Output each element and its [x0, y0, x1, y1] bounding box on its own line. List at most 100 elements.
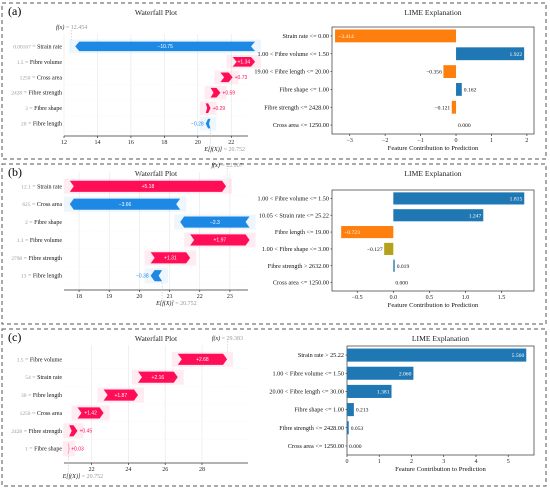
lime-value-label: 0.213	[356, 408, 369, 414]
x-tick-label: 19	[106, 294, 112, 300]
lime-bar	[335, 29, 457, 43]
equals-sign: =	[23, 357, 29, 363]
feature-value: 54	[25, 375, 31, 381]
lime-plot: LIME Explanation −3.414 Strain rate <= 0.0…	[254, 8, 535, 152]
lime-frame	[331, 26, 535, 135]
fx-symbol: f(x)	[212, 335, 220, 342]
equals-sign: =	[28, 106, 34, 112]
lime-bar	[347, 384, 392, 398]
feature-name: Fibre length	[33, 274, 62, 280]
feature-value: 13	[21, 274, 27, 280]
x-tick-label: 28	[199, 467, 205, 473]
lime-bar	[393, 192, 525, 205]
lime-plot: LIME Explanation 1.815 1.00 < Fibre volume…	[258, 169, 535, 309]
feature-name: Strain rate	[37, 184, 62, 190]
feature-value: 2428	[11, 91, 22, 97]
lime-title: LIME Explanation	[412, 334, 469, 343]
x-tick-label: 14	[94, 140, 100, 146]
feature-value: 1.5	[17, 60, 24, 66]
panel-border	[1, 163, 547, 325]
lime-value-label: 0.019	[397, 264, 410, 270]
feature-value: 30	[21, 393, 27, 399]
x-tick-label: −1	[417, 138, 423, 144]
waterfall-bar	[103, 389, 139, 401]
lime-xlabel: Feature Contribution to Prediction	[395, 466, 486, 473]
waterfall-bar	[232, 57, 256, 67]
waterfall-plot: Waterfall Plot f(x) = 12.454 −10.75 0.00167…	[11, 8, 262, 153]
efx-label: E[f(X)] = 20.752	[62, 473, 104, 480]
lime-value-label: 1.922	[510, 52, 523, 58]
x-tick-label: −3	[347, 138, 353, 144]
x-tick-label: 16	[128, 140, 134, 146]
bar-value-label: +1.42	[84, 411, 97, 417]
waterfall-bar	[190, 234, 250, 246]
feature-value: 625	[22, 202, 30, 208]
fx-label: f(x) = 12.454	[56, 24, 87, 31]
lime-category-label: Cross area <= 1250.00	[288, 443, 344, 450]
panel-border	[1, 328, 547, 487]
bar-value-label: −3.66	[119, 202, 132, 208]
lime-value-label: −3.414	[338, 34, 354, 40]
equals-sign: =	[22, 91, 28, 97]
efx-value: = 20.752	[80, 474, 103, 480]
fx-symbol: f(x)	[56, 24, 64, 31]
bar-value-label: +0.59	[222, 91, 235, 97]
lime-bar	[393, 259, 395, 272]
feature-label: 30 = Fibre length	[21, 393, 62, 399]
equals-sign: =	[26, 274, 32, 280]
fx-value: = 12.454	[64, 25, 87, 31]
feature-name: Fibre strength	[29, 256, 63, 262]
x-tick-label: −0.5	[352, 295, 363, 301]
waterfall-bar	[69, 180, 227, 192]
lime-frame	[331, 189, 535, 292]
bar-value-label: +1.31	[164, 256, 177, 262]
feature-label: 54 = Strain rate	[25, 375, 62, 381]
lime-value-label: 2.060	[399, 371, 412, 377]
waterfall-bar	[150, 270, 163, 282]
feature-label: 1.5 = Fibre volume	[17, 60, 63, 66]
feature-value: 2428	[11, 429, 22, 435]
x-tick-label: 1.0	[462, 295, 470, 301]
x-tick-label: 18	[161, 140, 167, 146]
waterfall-bar	[138, 371, 178, 383]
lime-bar	[341, 226, 394, 239]
feature-value: 20	[21, 122, 27, 128]
lime-category-label: Fibre shape <= 1.00	[279, 86, 329, 93]
waterfall-plot: Waterfall Plot f(x) = 29.383 +2.68 1.5 = Fi…	[11, 334, 248, 480]
lime-bar	[456, 47, 525, 61]
feature-name: Fibre length	[33, 122, 62, 128]
feature-label: 3 = Fibre shape	[25, 106, 62, 112]
panel-label: (a)	[8, 4, 21, 18]
equals-sign: =	[26, 393, 32, 399]
feature-label: 1250 = Cross area	[20, 411, 63, 417]
waterfall-bar	[75, 41, 256, 52]
x-tick-label: 0.0	[390, 295, 398, 301]
x-tick-label: 23	[227, 294, 233, 300]
waterfall-bar	[68, 443, 70, 455]
x-tick-label: 1	[490, 138, 493, 144]
feature-label: 2428 = Fibre strength	[11, 91, 62, 97]
efx-symbol: E[f(X)]	[203, 146, 222, 153]
lime-category-label: Fibre strength <= 2428.00	[279, 425, 344, 432]
lime-category-label: Fibre strength > 2632.00	[268, 263, 329, 270]
lime-bar	[451, 100, 457, 114]
x-tick-label: 3	[442, 459, 445, 465]
x-tick-label: 5	[507, 459, 510, 465]
bar-value-label: +1.97	[214, 238, 227, 244]
feature-name: Fibre strength	[29, 91, 63, 97]
feature-label: 625 = Cross area	[22, 202, 62, 208]
lime-bar	[347, 366, 414, 380]
feature-name: Fibre volume	[30, 357, 62, 363]
bar-value-label: −0.38	[136, 273, 149, 279]
panel-b: (b) Waterfall Plot f(x) = 22.907 +5.18 12.1 …	[1, 162, 547, 325]
feature-value: 1250	[20, 75, 31, 81]
feature-label: 1.5 = Fibre volume	[17, 357, 63, 363]
feature-name: Cross area	[37, 411, 62, 417]
feature-name: Cross area	[37, 75, 62, 81]
feature-label: 20 = Fibre length	[21, 122, 62, 128]
feature-name: Strain rate	[37, 44, 62, 50]
lime-title: LIME Explanation	[404, 8, 461, 17]
equals-sign: =	[28, 447, 34, 453]
feature-label: 0.00167 = Strain rate	[13, 44, 62, 50]
lime-xlabel: Feature Contribution to Prediction	[388, 302, 479, 309]
